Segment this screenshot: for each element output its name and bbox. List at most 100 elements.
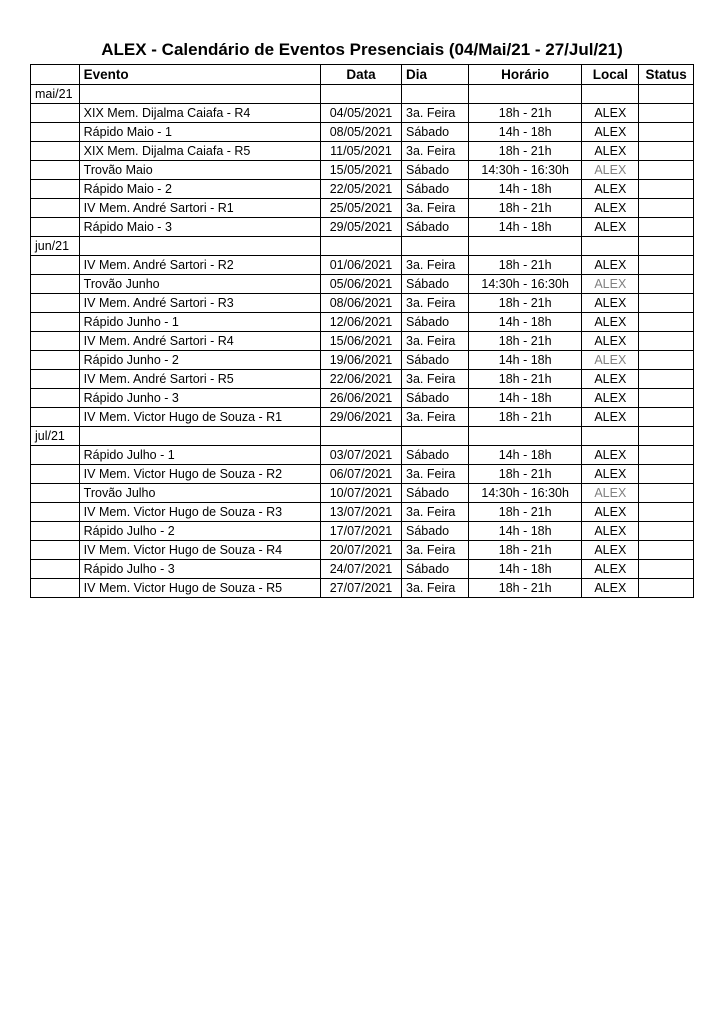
local-cell: ALEX	[582, 294, 639, 313]
empty-cell	[468, 427, 582, 446]
day-cell: Sábado	[402, 389, 469, 408]
date-cell: 10/07/2021	[320, 484, 401, 503]
date-cell: 27/07/2021	[320, 579, 401, 598]
date-cell: 22/05/2021	[320, 180, 401, 199]
month-cell	[31, 313, 80, 332]
empty-cell	[639, 237, 694, 256]
time-cell: 14:30h - 16:30h	[468, 161, 582, 180]
day-cell: Sábado	[402, 522, 469, 541]
empty-cell	[582, 427, 639, 446]
event-cell: Rápido Maio - 1	[79, 123, 320, 142]
table-row: Rápido Julho - 217/07/2021Sábado14h - 18…	[31, 522, 694, 541]
table-row: Trovão Maio15/05/2021Sábado14:30h - 16:3…	[31, 161, 694, 180]
table-row: Rápido Julho - 324/07/2021Sábado14h - 18…	[31, 560, 694, 579]
day-cell: 3a. Feira	[402, 142, 469, 161]
status-cell	[639, 275, 694, 294]
local-cell: ALEX	[582, 370, 639, 389]
time-cell: 18h - 21h	[468, 142, 582, 161]
time-cell: 14h - 18h	[468, 389, 582, 408]
event-cell: Rápido Junho - 1	[79, 313, 320, 332]
event-cell: XIX Mem. Dijalma Caiafa - R5	[79, 142, 320, 161]
table-row: IV Mem. Victor Hugo de Souza - R129/06/2…	[31, 408, 694, 427]
month-cell	[31, 541, 80, 560]
month-cell	[31, 560, 80, 579]
event-cell: IV Mem. André Sartori - R4	[79, 332, 320, 351]
month-cell	[31, 218, 80, 237]
month-cell	[31, 332, 80, 351]
month-cell	[31, 446, 80, 465]
col-header	[31, 65, 80, 85]
table-row: XIX Mem. Dijalma Caiafa - R511/05/20213a…	[31, 142, 694, 161]
month-cell	[31, 294, 80, 313]
date-cell: 24/07/2021	[320, 560, 401, 579]
table-row: IV Mem. Victor Hugo de Souza - R206/07/2…	[31, 465, 694, 484]
date-cell: 20/07/2021	[320, 541, 401, 560]
table-row: Rápido Junho - 112/06/2021Sábado14h - 18…	[31, 313, 694, 332]
month-cell: mai/21	[31, 85, 80, 104]
table-row: Rápido Maio - 222/05/2021Sábado14h - 18h…	[31, 180, 694, 199]
local-cell: ALEX	[582, 351, 639, 370]
event-cell: Rápido Maio - 3	[79, 218, 320, 237]
local-cell: ALEX	[582, 484, 639, 503]
status-cell	[639, 465, 694, 484]
local-cell: ALEX	[582, 541, 639, 560]
event-cell: IV Mem. Victor Hugo de Souza - R3	[79, 503, 320, 522]
month-cell: jul/21	[31, 427, 80, 446]
local-cell: ALEX	[582, 199, 639, 218]
day-cell: Sábado	[402, 484, 469, 503]
event-cell: IV Mem. Victor Hugo de Souza - R4	[79, 541, 320, 560]
month-cell	[31, 351, 80, 370]
day-cell: Sábado	[402, 313, 469, 332]
table-row: Rápido Junho - 326/06/2021Sábado14h - 18…	[31, 389, 694, 408]
empty-cell	[320, 237, 401, 256]
status-cell	[639, 199, 694, 218]
empty-cell	[639, 427, 694, 446]
table-row: XIX Mem. Dijalma Caiafa - R404/05/20213a…	[31, 104, 694, 123]
local-cell: ALEX	[582, 446, 639, 465]
empty-cell	[402, 85, 469, 104]
date-cell: 01/06/2021	[320, 256, 401, 275]
day-cell: Sábado	[402, 351, 469, 370]
day-cell: Sábado	[402, 161, 469, 180]
time-cell: 18h - 21h	[468, 199, 582, 218]
empty-cell	[582, 85, 639, 104]
empty-cell	[468, 237, 582, 256]
time-cell: 18h - 21h	[468, 332, 582, 351]
time-cell: 14h - 18h	[468, 313, 582, 332]
status-cell	[639, 180, 694, 199]
table-row: Rápido Maio - 329/05/2021Sábado14h - 18h…	[31, 218, 694, 237]
date-cell: 15/06/2021	[320, 332, 401, 351]
status-cell	[639, 256, 694, 275]
day-cell: 3a. Feira	[402, 408, 469, 427]
table-row: IV Mem. André Sartori - R308/06/20213a. …	[31, 294, 694, 313]
month-cell	[31, 389, 80, 408]
day-cell: Sábado	[402, 218, 469, 237]
empty-cell	[639, 85, 694, 104]
date-cell: 04/05/2021	[320, 104, 401, 123]
day-cell: 3a. Feira	[402, 503, 469, 522]
month-cell	[31, 370, 80, 389]
status-cell	[639, 104, 694, 123]
event-cell: IV Mem. Victor Hugo de Souza - R1	[79, 408, 320, 427]
local-cell: ALEX	[582, 389, 639, 408]
date-cell: 06/07/2021	[320, 465, 401, 484]
status-cell	[639, 446, 694, 465]
status-cell	[639, 522, 694, 541]
time-cell: 18h - 21h	[468, 465, 582, 484]
day-cell: Sábado	[402, 275, 469, 294]
table-row: Rápido Julho - 103/07/2021Sábado14h - 18…	[31, 446, 694, 465]
day-cell: 3a. Feira	[402, 294, 469, 313]
local-cell: ALEX	[582, 313, 639, 332]
day-cell: Sábado	[402, 560, 469, 579]
day-cell: Sábado	[402, 180, 469, 199]
month-cell	[31, 199, 80, 218]
date-cell: 15/05/2021	[320, 161, 401, 180]
time-cell: 18h - 21h	[468, 408, 582, 427]
local-cell: ALEX	[582, 142, 639, 161]
local-cell: ALEX	[582, 408, 639, 427]
month-cell	[31, 256, 80, 275]
table-row: Trovão Julho10/07/2021Sábado14:30h - 16:…	[31, 484, 694, 503]
time-cell: 14h - 18h	[468, 351, 582, 370]
day-cell: Sábado	[402, 123, 469, 142]
date-cell: 05/06/2021	[320, 275, 401, 294]
